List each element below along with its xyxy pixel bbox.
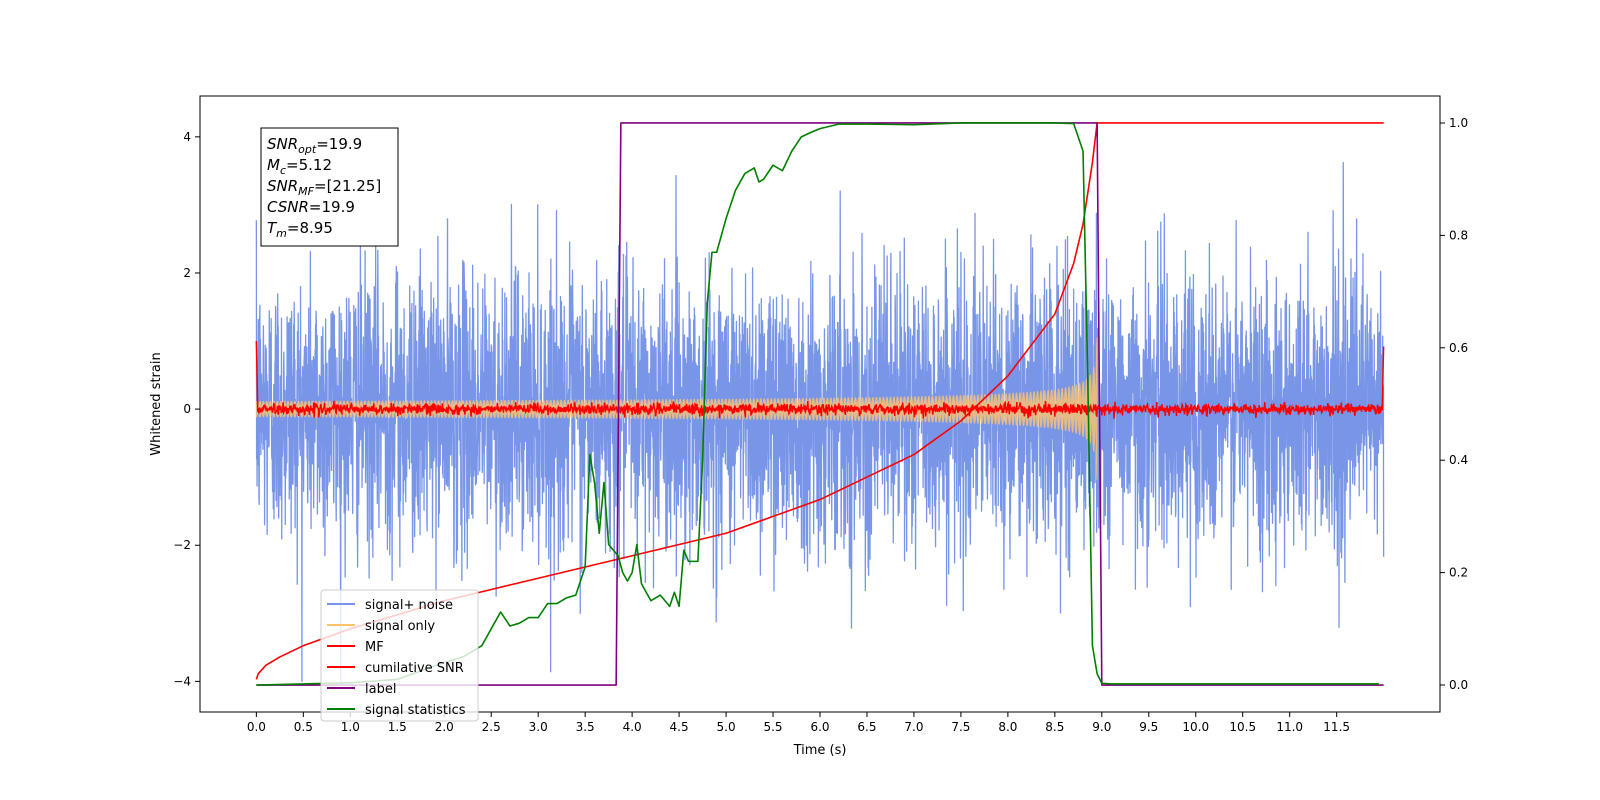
right-y-tick-label: 0.4 [1449,453,1468,467]
x-tick-label: 2.5 [482,720,501,734]
x-tick-label: 1.0 [341,720,360,734]
annotation-line: Tm=8.95 [267,219,333,240]
annotation-line: SNRMF=[21.25] [267,177,381,198]
legend-label: label [365,682,396,697]
x-tick-label: 4.0 [623,720,642,734]
y-axis-ticks: −4 −2 0 2 4 [173,130,200,688]
x-tick-label: 11.5 [1323,720,1350,734]
x-tick-label: 1.5 [388,720,407,734]
x-tick-label: 4.5 [670,720,689,734]
series-mf [255,341,1385,419]
plot-area [255,122,1385,686]
x-tick-label: 6.0 [810,720,829,734]
annotation-line: Mc=5.12 [267,156,332,177]
x-tick-label: 8.5 [1045,720,1064,734]
y-tick-label: −4 [173,674,191,688]
legend: signal+ noise signal only MF cumilative SNR… [320,589,479,722]
x-axis-label: Time (s) [793,743,847,758]
series-label [256,122,1384,686]
x-tick-label: 5.0 [717,720,736,734]
legend-frame [320,589,479,722]
legend-label: signal only [365,619,435,634]
y-tick-label: 0 [183,402,191,416]
x-tick-label: 9.0 [1092,720,1111,734]
x-tick-label: 9.5 [1139,720,1158,734]
x-tick-label: 3.0 [529,720,548,734]
x-axis-ticks: 0.0 0.5 1.0 1.5 2.0 2.5 3.0 3.5 4.0 4.5 5.0 5.5 6.0 6… [247,712,1350,734]
legend-label: MF [365,640,384,655]
x-tick-label: 8.0 [998,720,1017,734]
series-signal-plus-noise [255,161,1385,683]
y-tick-label: 2 [183,266,191,280]
legend-label: signal statistics [365,703,466,718]
x-tick-label: 10.5 [1229,720,1256,734]
x-tick-label: 5.5 [763,720,782,734]
x-tick-label: 2.0 [435,720,454,734]
annotation-line: CSNR=19.9 [267,198,355,216]
series-cumulative-snr [255,122,1384,680]
right-y-tick-label: 0.6 [1449,341,1468,355]
legend-label: signal+ noise [365,598,453,613]
annotation-line: SNRopt=19.9 [267,135,362,156]
series-signal-statistics [256,122,1379,686]
right-y-tick-label: 1.0 [1449,116,1468,130]
x-tick-label: 7.5 [951,720,970,734]
annotation-box: SNRopt=19.9Mc=5.12SNRMF=[21.25]CSNR=19.9… [260,127,399,247]
annotation-frame [260,127,399,247]
y-axis-label: Whitened strain [149,352,164,455]
x-tick-label: 10.0 [1182,720,1209,734]
x-tick-label: 6.5 [857,720,876,734]
right-y-axis-ticks: 0.0 0.2 0.4 0.6 0.8 1.0 [1440,116,1468,692]
x-tick-label: 0.0 [247,720,266,734]
right-y-tick-label: 0.8 [1449,228,1468,242]
x-tick-label: 11.0 [1276,720,1303,734]
x-tick-label: 0.5 [294,720,313,734]
x-tick-label: 3.5 [576,720,595,734]
legend-label: cumilative SNR [365,661,464,676]
y-tick-label: 4 [183,130,191,144]
x-tick-label: 7.0 [904,720,923,734]
y-tick-label: −2 [173,538,191,552]
right-y-tick-label: 0.0 [1449,678,1468,692]
right-y-tick-label: 0.2 [1449,566,1468,580]
